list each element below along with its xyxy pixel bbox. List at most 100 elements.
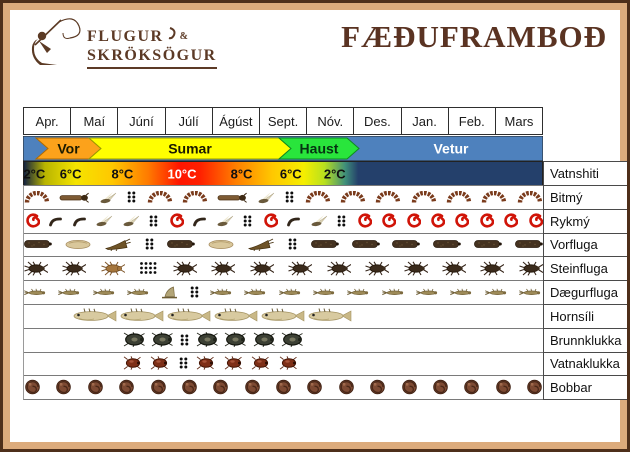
stone-nymph-icon bbox=[62, 261, 87, 276]
month-cell: Feb. bbox=[447, 107, 496, 135]
larva-long-icon bbox=[59, 192, 90, 203]
eggs-icon bbox=[287, 237, 298, 251]
snail-icon bbox=[150, 379, 167, 395]
fish-icon bbox=[259, 308, 306, 323]
snail-icon bbox=[275, 379, 292, 395]
stone-nymph-icon bbox=[519, 261, 543, 276]
snail-icon bbox=[495, 379, 512, 395]
midge-fly-icon bbox=[99, 191, 117, 204]
stone-adult-icon bbox=[101, 261, 125, 276]
svg-text:Vor: Vor bbox=[57, 141, 80, 157]
caddis-case-icon bbox=[474, 239, 502, 249]
larva-arc-icon bbox=[446, 190, 472, 204]
caddis-case-icon bbox=[433, 239, 462, 249]
food-row-icons bbox=[23, 232, 543, 258]
red-spiral-icon bbox=[453, 213, 470, 228]
snail-icon bbox=[212, 379, 229, 395]
svg-text:Sumar: Sumar bbox=[168, 141, 212, 157]
month-cell: Júní bbox=[117, 107, 166, 135]
dark-pupa-icon bbox=[72, 215, 87, 227]
food-row-icons bbox=[23, 303, 543, 329]
food-row: Rykmý bbox=[23, 208, 627, 234]
snail-icon bbox=[526, 379, 543, 395]
stone-nymph-icon bbox=[173, 261, 197, 276]
dark-beetle-icon bbox=[224, 332, 247, 348]
snail-icon bbox=[24, 379, 41, 395]
water-temperature-row: 2°C 6°C 8°C 10°C 8°C 6°C 2°C Vatnshiti bbox=[23, 161, 627, 186]
caddis-pupa-icon bbox=[65, 239, 91, 250]
icon-span bbox=[24, 233, 543, 257]
dark-beetle-icon bbox=[281, 332, 304, 348]
food-row-icons bbox=[23, 208, 543, 234]
may-nymph-icon bbox=[312, 288, 337, 297]
logo-text: FLUGUR & SKRÖKSÖGUR bbox=[87, 27, 217, 69]
midge-fly-icon bbox=[122, 214, 140, 227]
caddis-case-icon bbox=[392, 239, 421, 249]
row-label: Hornsíli bbox=[543, 303, 627, 329]
snail-icon bbox=[244, 379, 261, 395]
fisherman-icon bbox=[27, 13, 85, 72]
red-spiral-icon bbox=[478, 213, 494, 228]
fish-icon bbox=[306, 308, 353, 323]
month-cell: Maí bbox=[70, 107, 119, 135]
red-beetle-icon bbox=[196, 356, 216, 371]
stone-nymph-icon bbox=[250, 261, 274, 276]
icon-span bbox=[24, 186, 543, 209]
eggs-icon bbox=[242, 214, 253, 228]
eggs-icon bbox=[148, 214, 159, 228]
month-cell: Júlí bbox=[164, 107, 213, 135]
food-row: Bitmý bbox=[23, 185, 627, 210]
dark-pupa-icon bbox=[286, 215, 301, 227]
red-spiral-icon bbox=[429, 213, 445, 228]
dark-beetle-icon bbox=[196, 332, 219, 348]
larva-arc-icon bbox=[340, 190, 366, 204]
temperature-tick: 2°C bbox=[23, 166, 46, 181]
page-title: FÆÐUFRAMBOÐ bbox=[341, 19, 607, 54]
eggs-icon bbox=[284, 190, 295, 204]
fish-icon bbox=[165, 308, 212, 323]
caddis-case-icon bbox=[310, 239, 339, 249]
larva-arc-icon bbox=[147, 190, 173, 204]
svg-text:Vetur: Vetur bbox=[433, 141, 469, 157]
may-nymph-icon bbox=[278, 288, 303, 297]
organism-rows: Bitmý Rykmý Vorfluga Steinfluga Dægurfluga Ho… bbox=[23, 185, 627, 401]
icon-span bbox=[24, 256, 543, 280]
eggs-icon bbox=[178, 356, 189, 370]
midge-fly-icon bbox=[257, 191, 275, 204]
food-row: Vorfluga bbox=[23, 232, 627, 258]
larva-arc-icon bbox=[411, 190, 437, 204]
row-label: Dægurfluga bbox=[543, 280, 627, 305]
row-label: Rykmý bbox=[543, 208, 627, 234]
fish-icon bbox=[71, 308, 118, 323]
stone-nymph-icon bbox=[365, 261, 390, 276]
red-spiral-icon bbox=[380, 213, 397, 228]
icon-span bbox=[24, 280, 543, 304]
logo-word-2: SKRÖKSÖGUR bbox=[87, 46, 217, 69]
may-nymph-icon bbox=[347, 288, 371, 297]
snail-icon bbox=[338, 379, 355, 395]
larva-arc-icon bbox=[375, 190, 401, 204]
may-nymph-icon bbox=[381, 288, 406, 297]
larva-arc-icon bbox=[481, 190, 507, 204]
stone-nymph-icon bbox=[403, 261, 428, 276]
stone-nymph-icon bbox=[24, 261, 48, 276]
month-cell: Mars bbox=[494, 107, 544, 135]
red-spiral-icon bbox=[502, 213, 519, 228]
icon-span bbox=[24, 209, 543, 233]
may-nymph-icon bbox=[244, 288, 268, 297]
food-row: Steinfluga bbox=[23, 256, 627, 282]
logo-ampersand: & bbox=[179, 31, 190, 42]
svg-text:Haust: Haust bbox=[300, 141, 339, 157]
larva-arc-icon bbox=[517, 190, 543, 204]
snail-icon bbox=[55, 379, 72, 395]
month-cell: Sept. bbox=[258, 107, 308, 135]
red-spiral-icon bbox=[405, 213, 421, 228]
logo: FLUGUR & SKRÖKSÖGUR bbox=[27, 13, 217, 72]
red-beetle-icon bbox=[224, 356, 244, 371]
icon-span bbox=[24, 375, 543, 399]
food-row: Vatnaklukka bbox=[23, 351, 627, 377]
caddis-pupa-icon bbox=[208, 239, 234, 250]
may-nymph-icon bbox=[210, 288, 234, 297]
dark-pupa-icon bbox=[48, 215, 63, 227]
